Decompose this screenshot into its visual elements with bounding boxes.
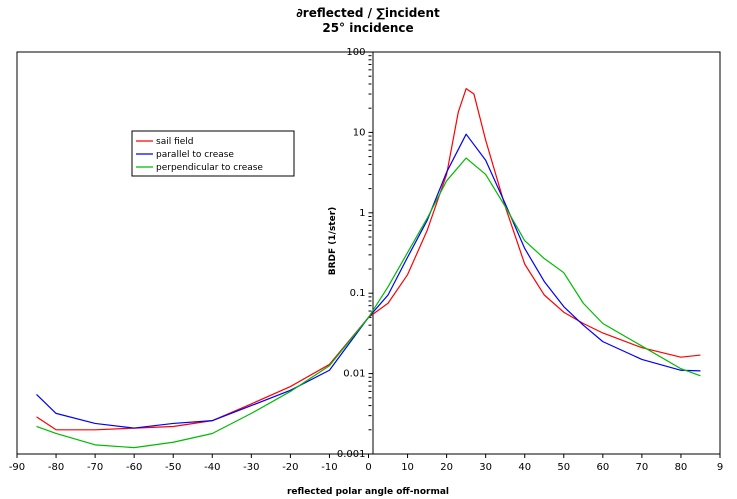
x-tick-label: 9 (717, 462, 723, 473)
series-line-parallel-to-crease (37, 134, 701, 428)
x-tick-label: -20 (282, 462, 298, 473)
x-tick-label: 70 (636, 462, 649, 473)
x-tick-label: 50 (557, 462, 570, 473)
y-tick-label: 0.1 (350, 288, 366, 299)
y-tick-label: 100 (346, 47, 365, 58)
x-tick-label: -90 (9, 462, 25, 473)
x-tick-label: 20 (440, 462, 453, 473)
x-tick-label: 0 (365, 462, 371, 473)
legend: sail field parallel to crease perpendicu… (132, 131, 294, 176)
y-tick-label: 1 (359, 208, 365, 219)
x-axis-label: reflected polar angle off-normal (287, 487, 449, 497)
legend-label-perpendicular: perpendicular to crease (156, 163, 263, 173)
x-tick-label: 10 (401, 462, 414, 473)
x-tick-label: -50 (165, 462, 181, 473)
x-tick-label: 60 (596, 462, 609, 473)
x-axis-ticks: -90 -80 -70 -60 -50 -40 -30 -20 -10 0 10 20 30 40 50 60… (9, 454, 723, 473)
x-tick-label: -70 (87, 462, 103, 473)
y-tick-label: 0.01 (343, 369, 365, 380)
y-tick-label: 10 (353, 127, 366, 138)
legend-label-sail-field: sail field (156, 137, 194, 147)
x-tick-label: 80 (675, 462, 688, 473)
y-axis-label: BRDF (1/ster) (328, 207, 338, 276)
chart-subtitle: 25° incidence (322, 21, 413, 35)
x-tick-label: -30 (243, 462, 259, 473)
y-tick-label: 0.001 (337, 449, 366, 460)
chart-title: ∂reflected / ∑incident (296, 6, 440, 20)
x-tick-label: -40 (204, 462, 220, 473)
x-tick-label: 40 (518, 462, 531, 473)
series-line-perpendicular-to-crease (37, 158, 701, 448)
x-tick-label: -80 (48, 462, 64, 473)
x-tick-label: -10 (321, 462, 337, 473)
x-tick-label: -60 (126, 462, 142, 473)
plot-frame (17, 52, 720, 454)
legend-label-parallel: parallel to crease (156, 150, 234, 160)
x-tick-label: 30 (479, 462, 492, 473)
y-axis-ticks: 0.001 0.01 0.1 1 10 100 (337, 47, 374, 460)
